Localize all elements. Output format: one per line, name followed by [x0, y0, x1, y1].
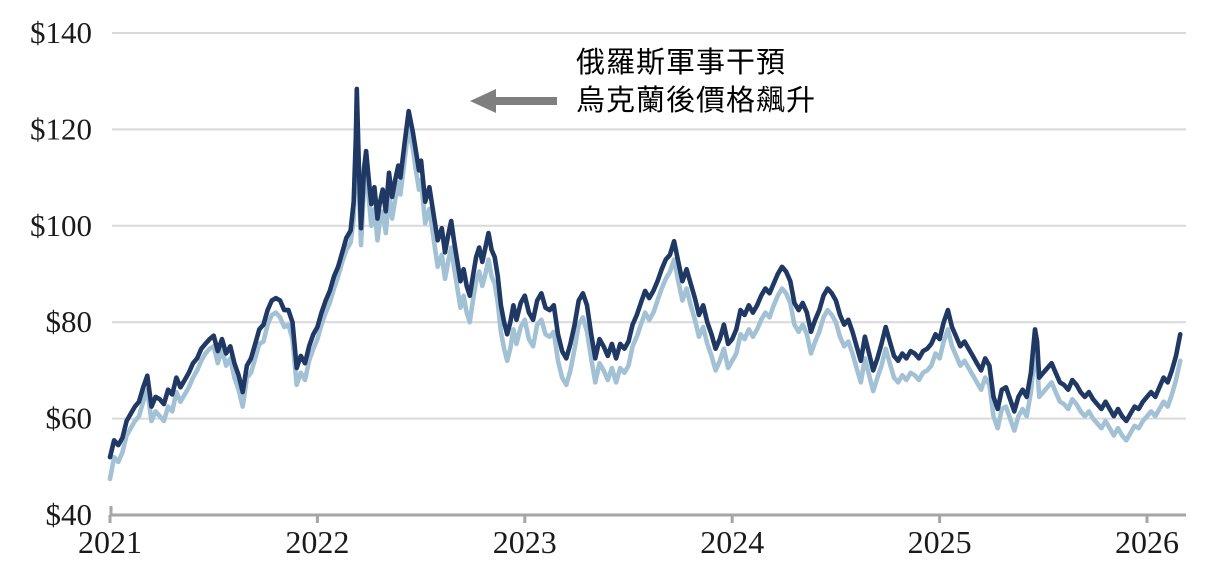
light-blue-series-line	[107, 106, 1183, 482]
x-axis-label-2025: 2025	[908, 524, 972, 560]
y-axis-label-100: $100	[30, 208, 92, 243]
x-axis-label-2022: 2022	[285, 524, 349, 560]
y-axis-label-140: $140	[30, 15, 92, 50]
annotation-line2: 烏克蘭後價格飆升	[576, 85, 817, 117]
dark-navy-series-line	[107, 86, 1183, 460]
x-axis-label-2024: 2024	[700, 524, 764, 560]
annotation-line1: 俄羅斯軍事干預	[576, 47, 787, 79]
left-arrow-icon	[470, 89, 557, 113]
x-axis-label-2023: 2023	[493, 524, 557, 560]
annotation-text: 俄羅斯軍事干預 烏克蘭後價格飆升	[576, 44, 816, 120]
x-axis-label-2021: 2021	[78, 524, 142, 560]
y-axis-label-40: $40	[46, 497, 93, 532]
y-axis-label-80: $80	[46, 304, 93, 339]
x-axis-label-2026: 2026	[1115, 524, 1179, 560]
y-axis-label-120: $120	[30, 111, 92, 146]
y-axis-label-60: $60	[46, 401, 93, 436]
